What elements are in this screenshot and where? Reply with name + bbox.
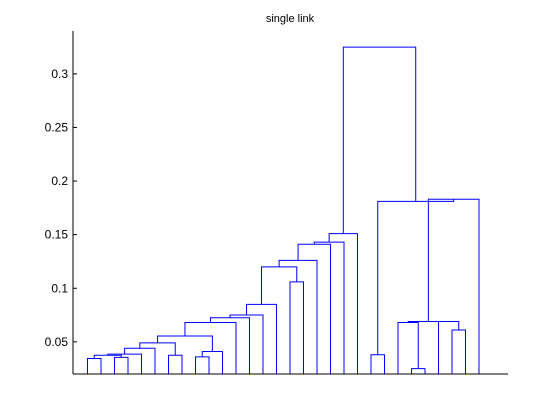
dendrogram-link [411,368,426,374]
dendrogram-link [342,46,417,234]
dendrogram-link [168,354,183,374]
dendrogram-link [289,281,304,374]
dendrogram-link [195,356,210,374]
y-tick-label: 0.25 [45,120,69,134]
dendrogram-link [87,357,102,374]
dendrogram-link [328,233,358,374]
dendrogram-link [313,241,345,374]
dendrogram-link [209,317,250,374]
dendrogram-link [297,243,331,374]
y-tick-label: 0.15 [45,228,69,242]
dendrogram-link [407,320,449,323]
dendrogram-link [260,266,298,305]
dendrogram-link [451,329,466,374]
dendrogram-link [438,320,460,374]
dendrogram-link [124,347,156,374]
dendrogram-link [278,259,318,374]
dendrogram-link [184,322,237,374]
dendrogram-link [427,198,480,374]
chart-title: single link [266,13,315,25]
axes: 0.05 0.1 0.15 0.2 0.25 0.3 [45,31,508,375]
dendrogram-link [397,322,419,374]
y-tick-label: 0.05 [45,335,69,349]
dendrogram-link [114,356,129,374]
dendrogram-link [229,314,264,374]
y-tick-label: 0.3 [51,67,68,81]
y-tick-label: 0.1 [51,281,68,295]
dendrogram-link [139,342,176,356]
y-tick-label: 0.2 [51,174,68,188]
dendrogram-link [370,354,385,374]
dendrogram-link [201,350,223,374]
dendrogram-links [87,46,480,374]
dendrogram-link [157,335,213,352]
dendrogram-link [377,199,455,355]
